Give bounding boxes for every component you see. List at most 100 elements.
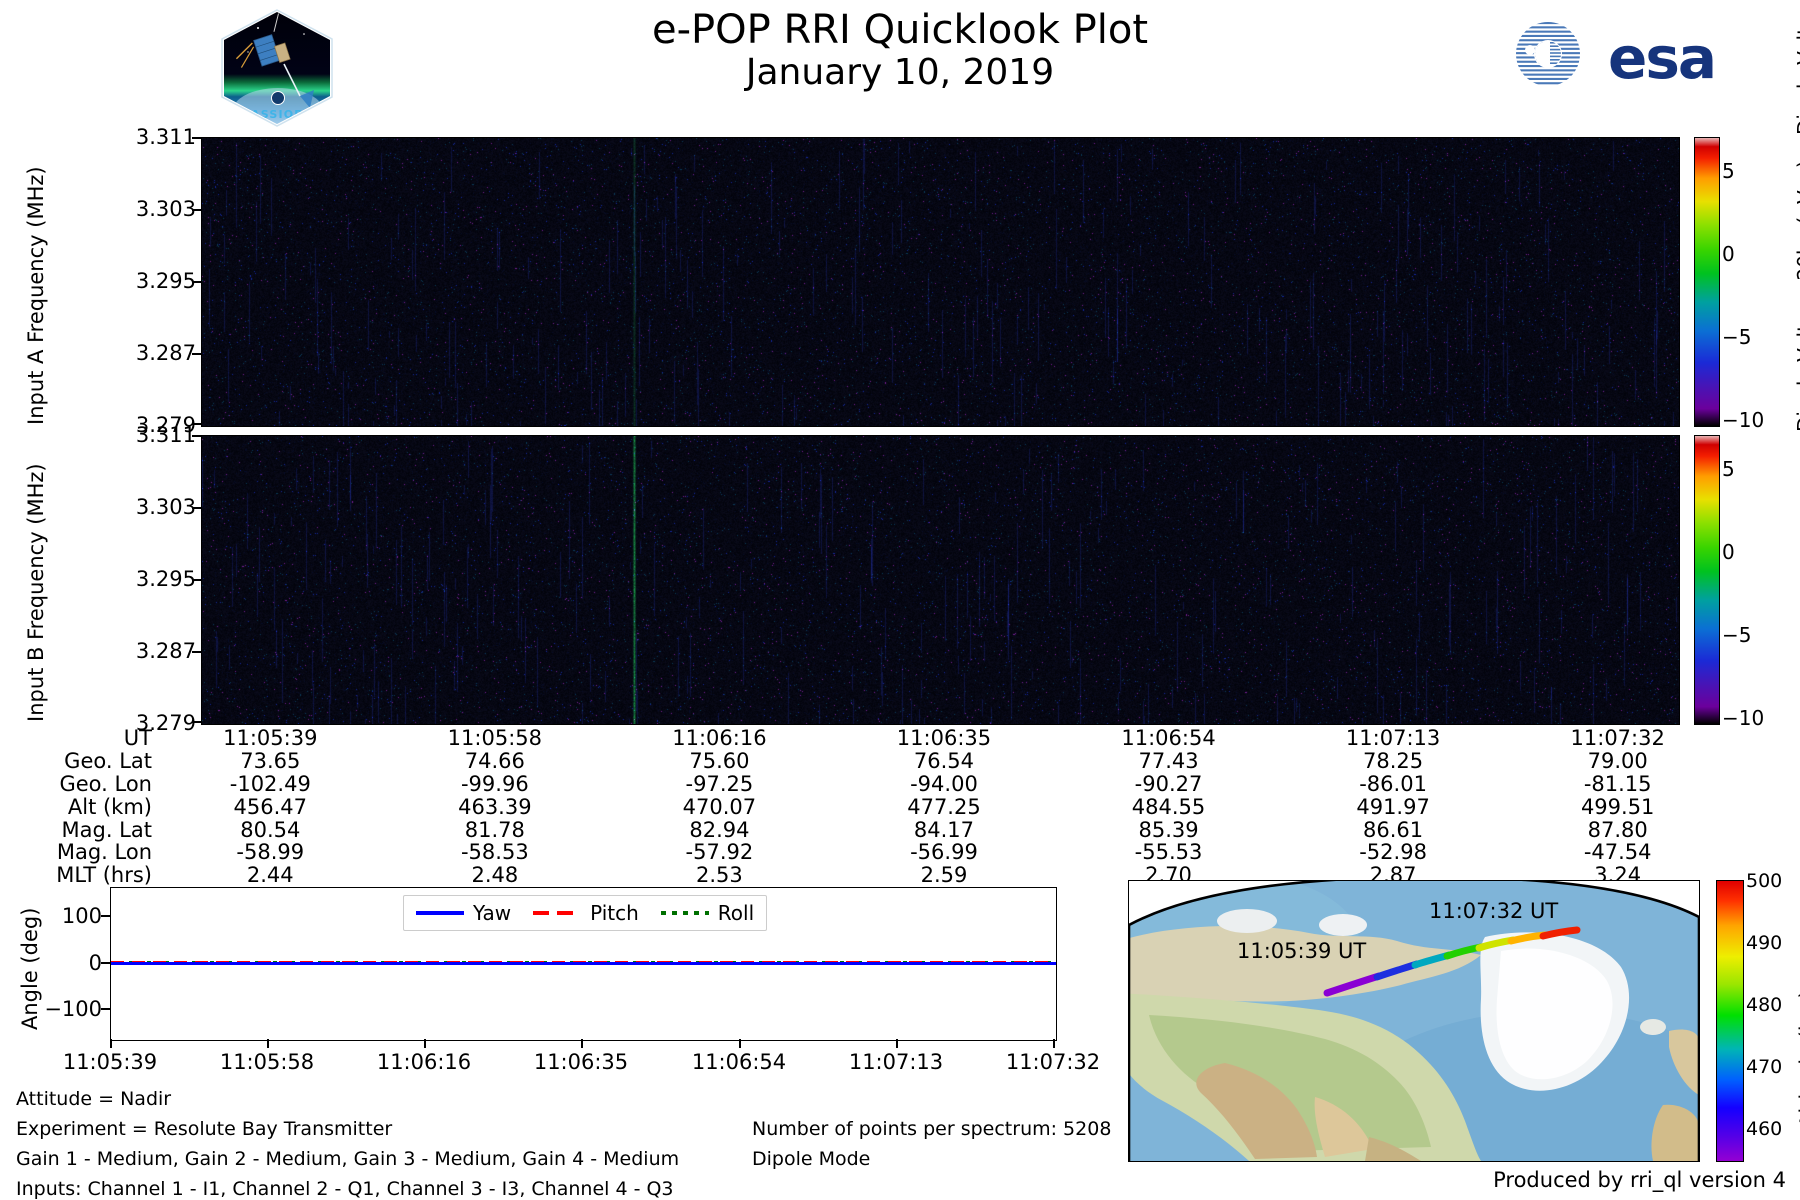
attitude-xtick-3: 11:06:35 (533, 1050, 629, 1074)
ephem-mlt-0: 2.44 (246, 863, 294, 888)
page-title: e-POP RRI Quicklook Plot (651, 7, 1148, 53)
alt-tick-3: 470 (1746, 1056, 1783, 1078)
attitude-xtick-4: 11:06:54 (691, 1050, 787, 1074)
map-track-end-label: 11:07:32 UT (1429, 899, 1559, 923)
attitude-ytick-0: 100 (61, 904, 102, 928)
ephem-label-mag-lat: Mag. Lat (61, 817, 152, 842)
spectrogram-a-ylabel: Input A Frequency (MHz) (24, 166, 48, 425)
spectrogram-b-colorbar-title: Dipole Voltage 20log(μVᴪs) (1793, 160, 1800, 432)
table-row: Geo. Lat 73.65 74.66 75.60 76.54 77.43 7… (0, 748, 1730, 773)
svg-text:CASSIOPE: CASSIOPE (242, 108, 313, 121)
altitude-colorbar[interactable] (1716, 880, 1744, 1162)
cassiope-mission-patch-icon: CASSIOPE (218, 8, 336, 128)
legend-label-roll: Roll (717, 901, 755, 925)
table-row: Alt (km) 456.47 463.39 470.07 477.25 484… (0, 794, 1730, 819)
ephem-mlt-3: 2.59 (920, 863, 968, 888)
ephem-alt-6: 499.51 (1580, 794, 1655, 819)
legend-item-roll[interactable]: Roll (660, 901, 755, 925)
spec-a-cbar-tick-2: −5 (1722, 325, 1752, 349)
ephem-maglon-1: -58.53 (460, 840, 529, 865)
footer-inputs: Inputs: Channel 1 - I1, Channel 2 - Q1, … (16, 1178, 674, 1200)
roll-line-swatch-icon (660, 911, 709, 915)
ephem-geolon-1: -99.96 (460, 771, 529, 796)
ephem-maglat-4: 85.39 (1138, 817, 1199, 842)
alt-tick-4: 460 (1746, 1118, 1783, 1140)
spectrogram-a-plot[interactable] (201, 137, 1680, 427)
footer-mode: Dipole Mode (752, 1148, 871, 1170)
spectrogram-b-plot[interactable] (201, 435, 1680, 725)
spec-b-cbar-tick-3: −10 (1722, 706, 1765, 730)
attitude-xtick-5: 11:07:13 (848, 1050, 944, 1074)
table-row: Geo. Lon -102.49 -99.96 -97.25 -94.00 -9… (0, 771, 1730, 796)
spec-a-ytick-3: 3.287 (135, 341, 196, 365)
spec-a-cbar-tick-0: 5 (1722, 159, 1735, 183)
spectrogram-b-colorbar-ticks: 5 0 −5 −10 (1722, 435, 1800, 730)
attitude-yaw-line (111, 962, 1056, 965)
ephem-ut-3: 11:06:35 (896, 726, 992, 750)
spec-a-cbar-tick-3: −10 (1722, 408, 1765, 432)
spectrogram-b-yticks: 3.311 3.303 3.295 3.287 3.279 (46, 423, 196, 735)
spec-b-ytick-4: 3.279 (135, 711, 196, 735)
ephem-label-geo-lon: Geo. Lon (59, 771, 152, 796)
legend-label-yaw: Yaw (473, 901, 512, 925)
attitude-xticklabels: 11:05:39 11:05:58 11:06:16 11:06:35 11:0… (0, 1050, 1150, 1084)
ephem-geolat-6: 79.00 (1587, 748, 1648, 773)
pitch-line-swatch-icon (533, 911, 582, 915)
ephem-geolat-0: 73.65 (240, 748, 301, 773)
footer-gains: Gain 1 - Medium, Gain 2 - Medium, Gain 3… (16, 1148, 680, 1170)
altitude-colorbar-ticks: 500 490 480 470 460 (1746, 870, 1800, 1160)
attitude-ytickmarks (101, 887, 110, 1039)
footer-experiment: Experiment = Resolute Bay Transmitter (16, 1118, 393, 1140)
ephem-geolon-4: -90.27 (1134, 771, 1203, 796)
table-row: Mag. Lon -58.99 -58.53 -57.92 -56.99 -55… (0, 841, 1730, 864)
ephem-geolat-1: 74.66 (464, 748, 525, 773)
attitude-plot[interactable]: Yaw Pitch Roll (110, 887, 1057, 1041)
ephem-label-alt: Alt (km) (67, 794, 152, 819)
spectrogram-a-image (202, 138, 1679, 426)
ephem-geolat-3: 76.54 (913, 748, 975, 773)
legend-label-pitch: Pitch (590, 901, 639, 925)
attitude-xtickmarks (110, 1039, 1055, 1049)
ephem-maglat-1: 81.78 (464, 817, 525, 842)
alt-tick-1: 490 (1746, 932, 1783, 954)
ephem-mlt-1: 2.48 (471, 863, 519, 888)
ephem-maglon-2: -57.92 (685, 840, 754, 865)
spec-a-tickmarks (192, 137, 201, 425)
spectrogram-a-yticks: 3.311 3.303 3.295 3.287 3.279 (46, 125, 196, 437)
spec-b-ytick-0: 3.311 (135, 423, 196, 447)
spectrogram-a-colorbar[interactable] (1694, 137, 1720, 427)
ephem-alt-0: 456.47 (233, 794, 308, 819)
spectrogram-b-colorbar[interactable] (1694, 435, 1720, 725)
ephem-geolat-2: 75.60 (689, 748, 750, 773)
altitude-colorbar-title: Altitude (km) (1796, 990, 1800, 1128)
ephem-maglon-4: -55.53 (1134, 840, 1203, 865)
spec-b-cbar-tick-1: 0 (1722, 540, 1735, 564)
ephem-alt-1: 463.39 (458, 794, 532, 819)
ephem-geolat-5: 78.25 (1363, 748, 1424, 773)
ephem-mlt-2: 2.53 (696, 863, 743, 888)
spectrogram-b-image (202, 436, 1679, 724)
legend-item-pitch[interactable]: Pitch (533, 901, 639, 925)
svg-text:esa: esa (1608, 24, 1715, 92)
legend-item-yaw[interactable]: Yaw (416, 901, 511, 925)
ephem-maglat-6: 87.80 (1587, 817, 1648, 842)
ephem-maglat-3: 84.17 (913, 817, 975, 842)
attitude-ytick-1: 0 (88, 951, 102, 975)
ephem-geolon-2: -97.25 (685, 771, 754, 796)
yaw-line-swatch-icon (416, 911, 464, 915)
spectrogram-b-ylabel: Input B Frequency (MHz) (24, 463, 48, 722)
ephem-label-mag-lon: Mag. Lon (56, 840, 152, 865)
ground-track-map[interactable]: 11:07:32 UT 11:05:39 UT (1128, 880, 1700, 1162)
ephem-label-ut: UT (123, 726, 152, 750)
spec-b-ytick-1: 3.303 (135, 495, 196, 519)
spec-a-ytick-1: 3.303 (135, 197, 196, 221)
ephem-ut-2: 11:06:16 (672, 726, 767, 750)
attitude-ytick-2: −100 (44, 997, 102, 1021)
table-row: UT 11:05:39 11:05:58 11:06:16 11:06:35 1… (0, 727, 1730, 750)
attitude-xtick-0: 11:05:39 (62, 1050, 158, 1074)
attitude-xtick-1: 11:05:58 (219, 1050, 315, 1074)
ephem-alt-5: 491.97 (1356, 794, 1430, 819)
ephem-geolon-3: -94.00 (910, 771, 978, 796)
ephem-ut-1: 11:05:58 (447, 726, 542, 750)
spec-a-cbar-tick-1: 0 (1722, 242, 1735, 266)
